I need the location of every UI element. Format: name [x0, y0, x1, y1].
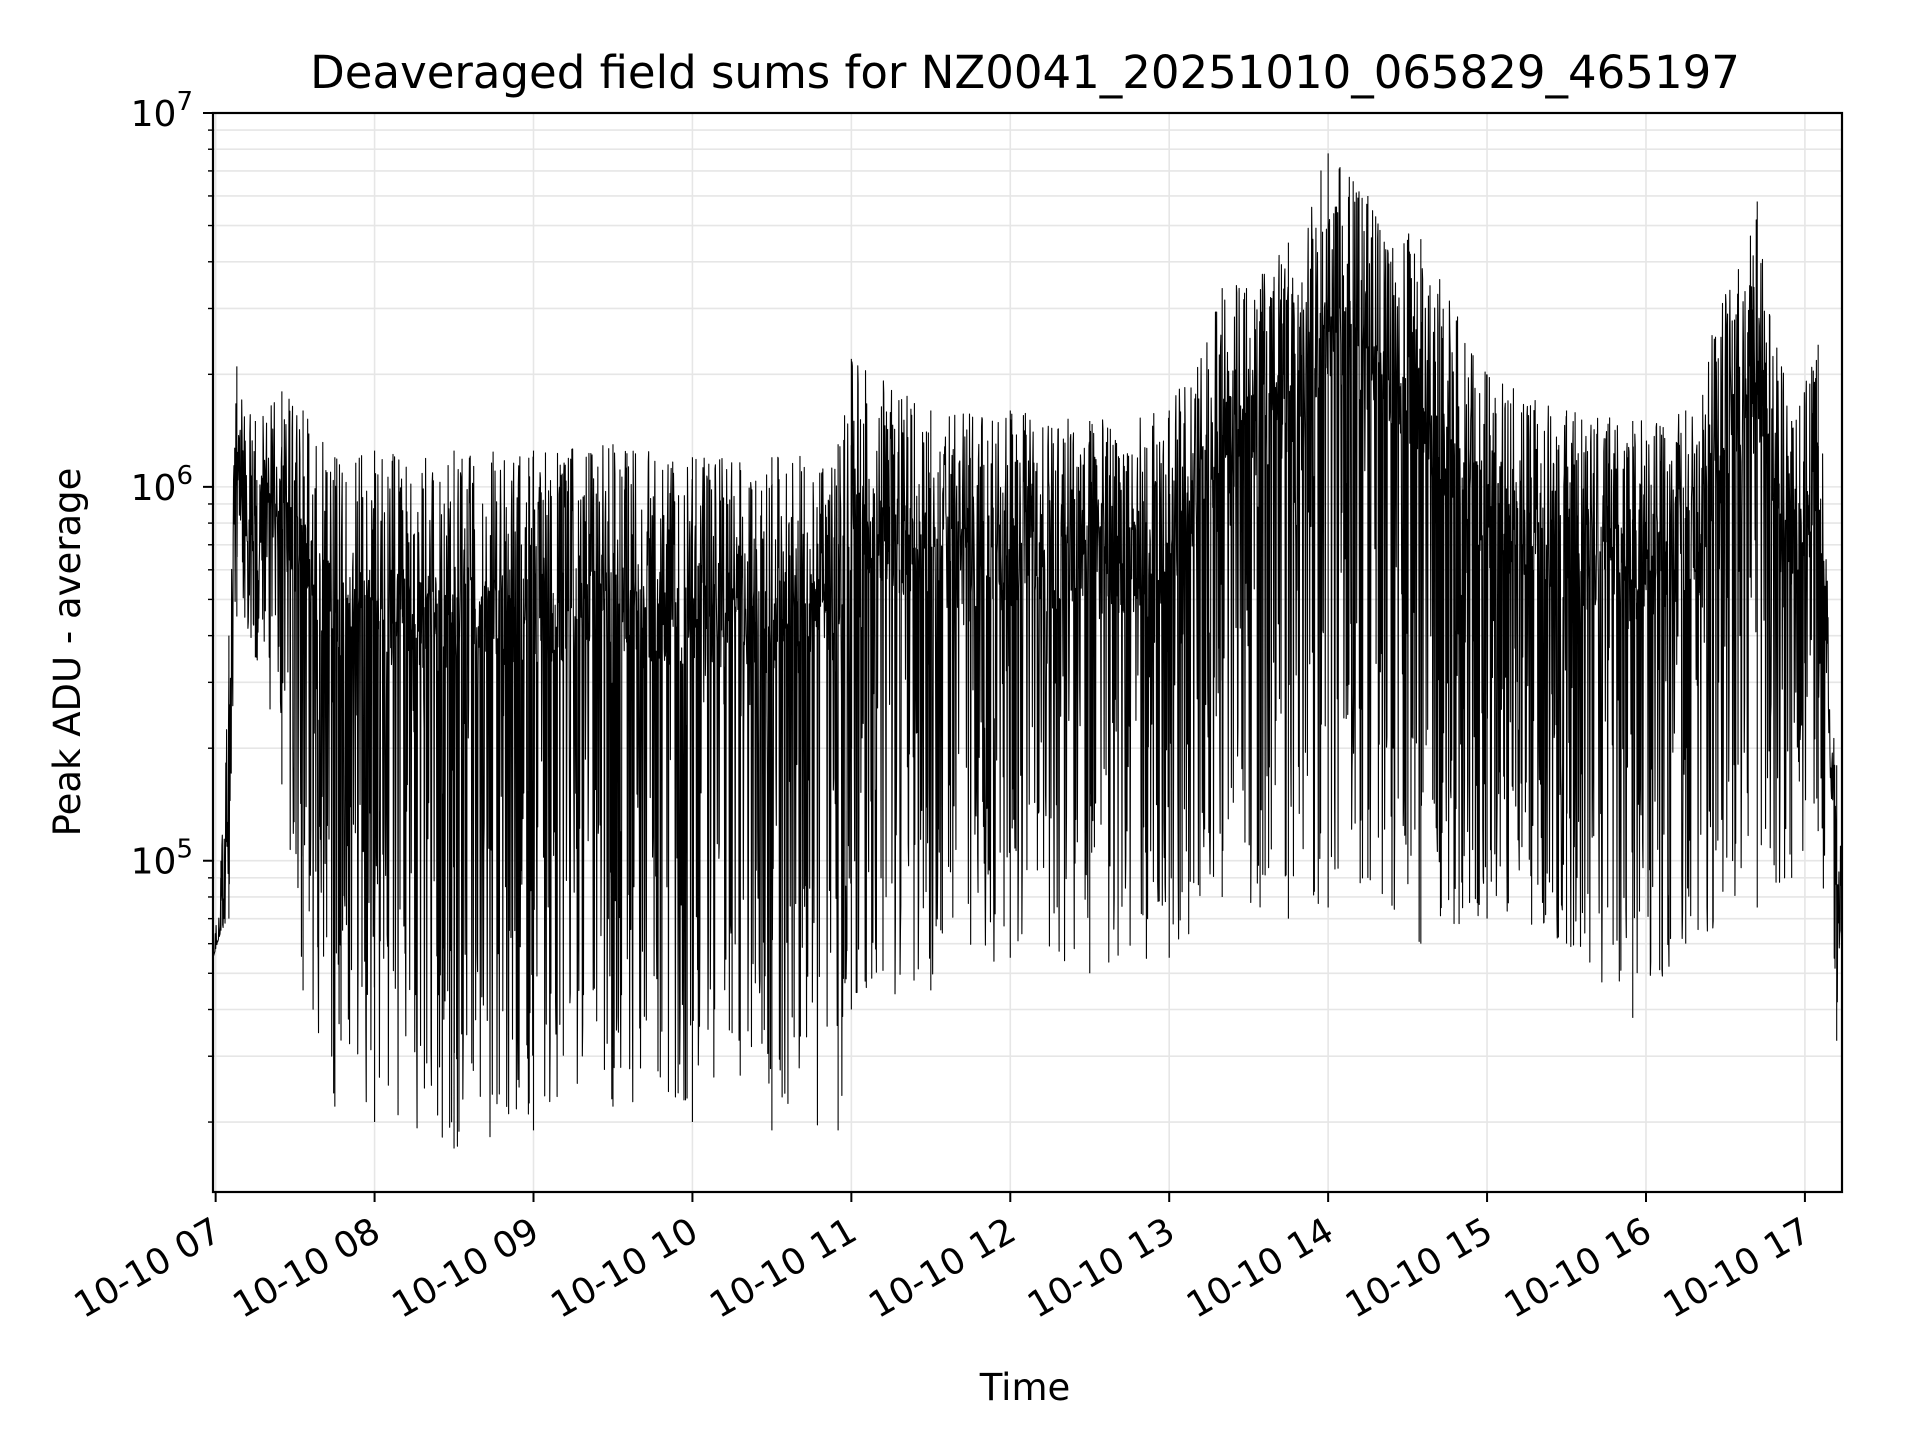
x-axis-label: Time — [979, 1366, 1071, 1409]
series-line — [212, 153, 1843, 1149]
y-tick-label: 106 — [131, 461, 193, 509]
y-tick-label: 107 — [131, 87, 193, 135]
plot-frame — [211, 111, 1844, 1194]
y-tick-label: 105 — [131, 835, 193, 883]
y-tick-label-base: 10 — [131, 94, 177, 135]
y-tick-label-base: 10 — [131, 468, 177, 509]
chart-title: Deaveraged field sums for NZ0041_2025101… — [310, 46, 1740, 99]
y-tick-label-base: 10 — [131, 842, 177, 883]
y-axis-label: Peak ADU - average — [46, 468, 89, 837]
y-tick-label-exponent: 5 — [176, 835, 193, 865]
data-layer — [212, 153, 1843, 1149]
y-tick-label-exponent: 7 — [176, 87, 193, 117]
y-tick-label-exponent: 6 — [176, 461, 193, 491]
